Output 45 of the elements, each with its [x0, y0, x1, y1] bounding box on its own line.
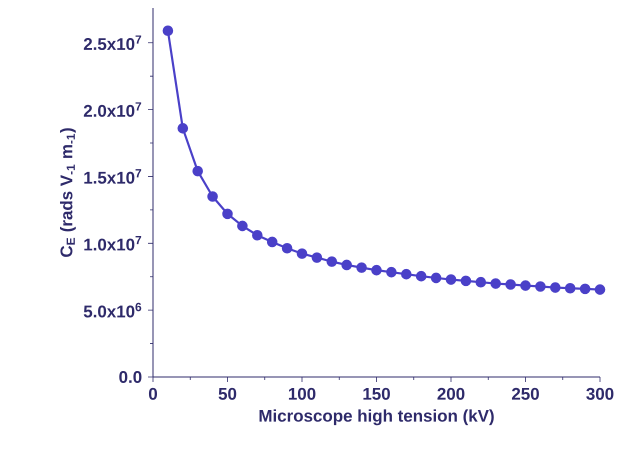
point [386, 266, 397, 278]
y-tick-label: 1.0x10$^{7}$ [84, 236, 142, 251]
y-axis-title: C$_{E}$ (rads V$_{-1}$ m$_{-1}$) [60, 128, 76, 257]
point [192, 166, 203, 176]
x-tick-label: 150 [363, 388, 390, 400]
point [401, 268, 412, 280]
point [550, 282, 561, 293]
x-tick-label: 100 [288, 388, 316, 400]
point [222, 208, 233, 220]
x-tick-label: 250 [512, 388, 539, 400]
point [296, 248, 308, 259]
point [476, 276, 486, 288]
point [252, 230, 263, 241]
point [207, 191, 218, 202]
point [520, 280, 531, 291]
point [341, 260, 352, 270]
x-tick-label: 200 [437, 388, 464, 400]
point [312, 252, 322, 263]
x-tick-label: 0 [148, 388, 158, 400]
point [371, 264, 382, 276]
x-axis-title: Microscope high tension (kV) [260, 409, 494, 426]
point [505, 279, 516, 290]
y-tick-label: 0.0 [119, 371, 142, 383]
point [266, 236, 278, 248]
x-tick-label: 50 [218, 388, 236, 400]
x-tick-label: 300 [586, 388, 614, 400]
point [446, 274, 456, 285]
y-tick-label: 5.0x10$^{6}$ [84, 302, 142, 318]
y-tick-label: 1.5x10$^{7}$ [84, 169, 142, 184]
y-tick-label: 2.5x10$^{7}$ [84, 35, 142, 50]
point [356, 262, 367, 273]
point [282, 242, 292, 254]
point [416, 270, 426, 282]
point [535, 281, 546, 292]
point [162, 25, 174, 36]
point [178, 123, 188, 134]
y-tick-label: 2.0x10$^{7}$ [84, 102, 142, 117]
point [580, 284, 590, 294]
point [460, 276, 472, 286]
point [594, 284, 606, 295]
point [430, 272, 442, 284]
point [564, 282, 576, 294]
point [326, 256, 338, 267]
point [237, 220, 248, 232]
point [490, 278, 501, 289]
